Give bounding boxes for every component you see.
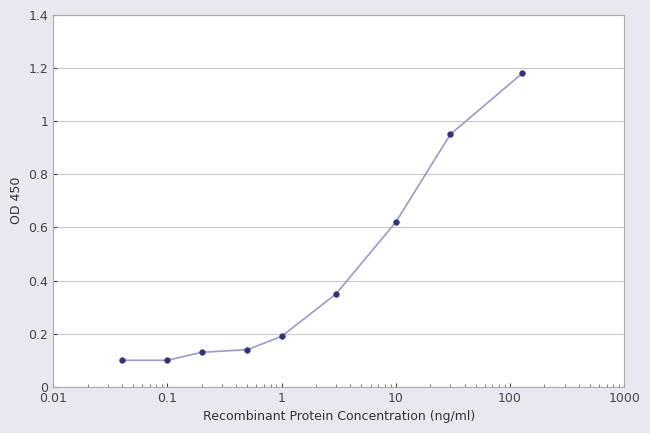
Y-axis label: OD 450: OD 450: [10, 177, 23, 224]
X-axis label: Recombinant Protein Concentration (ng/ml): Recombinant Protein Concentration (ng/ml…: [203, 410, 475, 423]
